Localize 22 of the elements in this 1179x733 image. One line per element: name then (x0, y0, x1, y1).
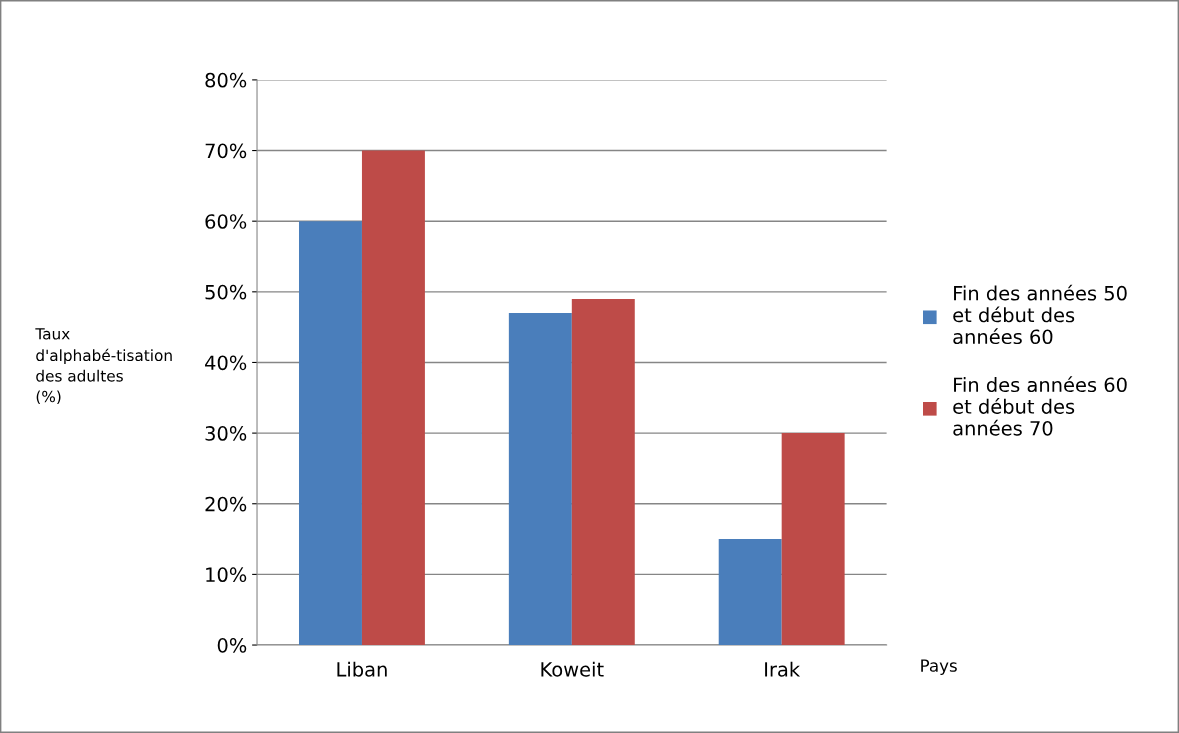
y-tick-label: 70% (205, 143, 247, 159)
y-tick-label: 40% (205, 355, 247, 371)
bar (718, 539, 782, 646)
y-tick-label: 50% (205, 284, 247, 300)
bar (298, 221, 362, 646)
y-tick-label: 0% (217, 638, 247, 653)
y-tick-label: 10% (206, 567, 247, 583)
y-tick-label: 80% (205, 72, 247, 88)
x-tick-label: Irak (765, 661, 801, 677)
bar (508, 313, 572, 646)
y-axis-title: Taux d'alphabé-tisation des adultes (%) (35, 328, 172, 405)
legend-label: Fin des années 60 et début des années 70 (953, 376, 1127, 436)
y-tick-label: 20% (205, 496, 247, 512)
bar (571, 298, 635, 646)
y-tick-label: 30% (205, 426, 247, 441)
x-axis-title: Pays (921, 659, 957, 676)
y-tick-label: 60% (205, 214, 247, 229)
legend-label: Fin des années 50 et début des années 60 (953, 284, 1127, 345)
bar (361, 150, 425, 646)
x-tick-label: Koweit (541, 661, 604, 677)
x-tick-label: Liban (337, 661, 387, 677)
bar (781, 433, 845, 646)
